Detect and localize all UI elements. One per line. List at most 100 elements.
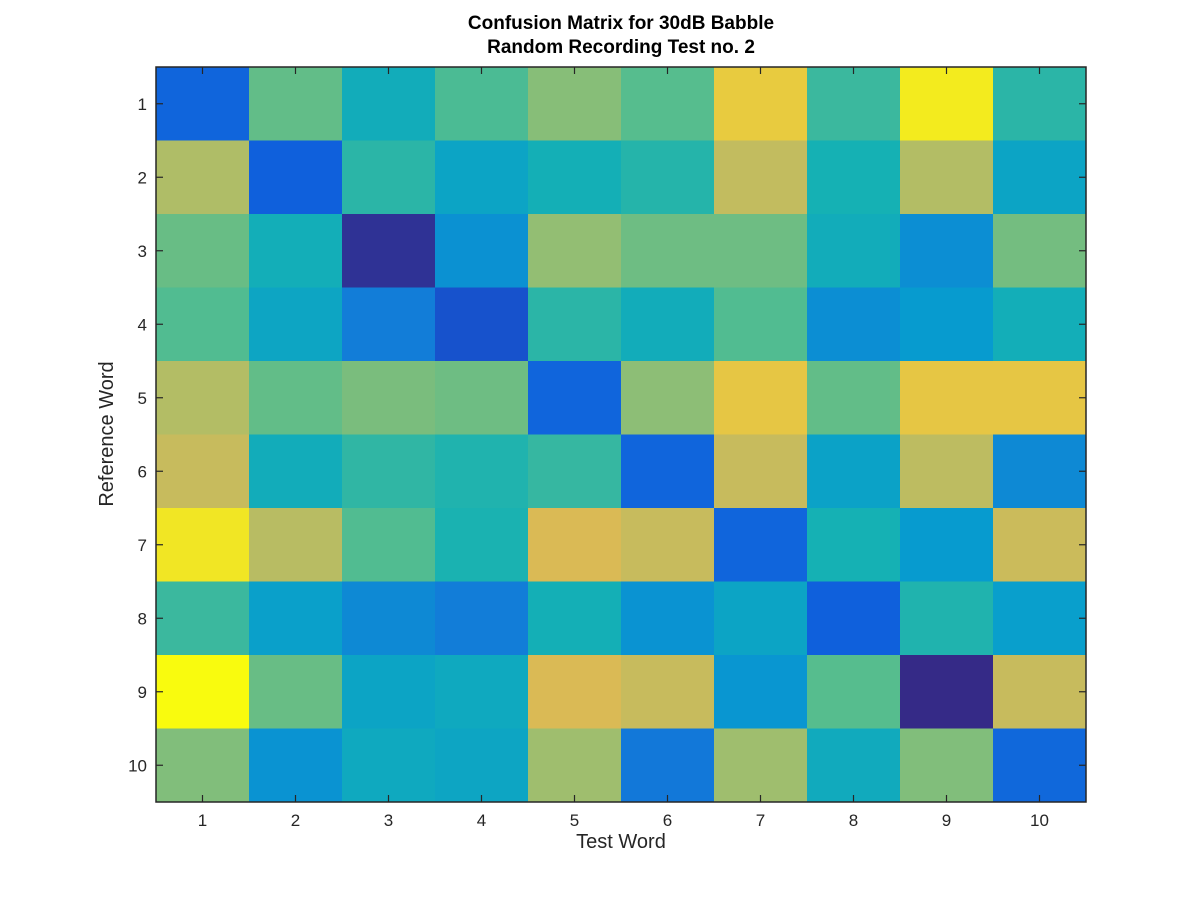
heatmap-cell-r10-c7	[714, 728, 808, 803]
heatmap-cell-r6-c1	[156, 434, 250, 509]
heatmap-cell-r7-c8	[807, 508, 901, 582]
heatmap-cell-r3-c9	[900, 214, 994, 288]
x-tick-label-6: 6	[663, 811, 672, 830]
heatmap-cell-r1-c2	[249, 67, 343, 141]
heatmap-cell-r5-c10	[993, 361, 1087, 435]
heatmap-cell-r8-c2	[249, 581, 343, 656]
heatmap-cell-r3-c10	[993, 214, 1087, 288]
y-tick-label-9: 9	[138, 683, 147, 702]
heatmap-cell-r10-c10	[993, 728, 1087, 803]
heatmap-cell-r5-c1	[156, 361, 250, 435]
y-tick-label-7: 7	[138, 536, 147, 555]
y-tick-label-5: 5	[138, 389, 147, 408]
heatmap-cell-r4-c6	[621, 287, 715, 362]
heatmap-cell-r5-c7	[714, 361, 808, 435]
heatmap-cell-r6-c3	[342, 434, 436, 509]
heatmap-cell-r8-c1	[156, 581, 250, 656]
x-tick-label-9: 9	[942, 811, 951, 830]
heatmap-cell-r2-c6	[621, 140, 715, 215]
heatmap-cell-r9-c6	[621, 655, 715, 729]
y-tick-label-2: 2	[138, 168, 147, 187]
heatmap-cell-r8-c10	[993, 581, 1087, 656]
heatmap-cell-r3-c1	[156, 214, 250, 288]
x-axis-label: Test Word	[576, 831, 666, 853]
heatmap-cell-r3-c6	[621, 214, 715, 288]
x-tick-label-1: 1	[198, 811, 207, 830]
heatmap-cell-r7-c6	[621, 508, 715, 582]
heatmap-cell-r4-c9	[900, 287, 994, 362]
heatmap-cell-r9-c2	[249, 655, 343, 729]
heatmap-cell-r7-c5	[528, 508, 622, 582]
heatmap-cell-r1-c1	[156, 67, 250, 141]
heatmap-cell-r7-c2	[249, 508, 343, 582]
heatmap-cell-r7-c3	[342, 508, 436, 582]
heatmap-cell-r9-c5	[528, 655, 622, 729]
heatmap-cell-r4-c4	[435, 287, 529, 362]
heatmap-cell-r2-c5	[528, 140, 622, 215]
heatmap-cells	[156, 67, 1087, 803]
heatmap-cell-r1-c7	[714, 67, 808, 141]
heatmap-cell-r10-c9	[900, 728, 994, 803]
heatmap-cell-r2-c9	[900, 140, 994, 215]
heatmap-cell-r1-c10	[993, 67, 1087, 141]
chart-title-line-1: Confusion Matrix for 30dB Babble	[468, 13, 774, 34]
heatmap-cell-r6-c7	[714, 434, 808, 509]
y-tick-label-1: 1	[138, 95, 147, 114]
heatmap-cell-r3-c8	[807, 214, 901, 288]
heatmap-cell-r10-c8	[807, 728, 901, 803]
y-tick-labels: 1 2 3 4 5 6 7 8 9 10	[128, 95, 147, 776]
heatmap-cell-r1-c8	[807, 67, 901, 141]
heatmap-cell-r7-c7	[714, 508, 808, 582]
heatmap-cell-r8-c6	[621, 581, 715, 656]
heatmap-cell-r9-c8	[807, 655, 901, 729]
heatmap-cell-r1-c5	[528, 67, 622, 141]
heatmap-cell-r6-c2	[249, 434, 343, 509]
heatmap-cell-r1-c3	[342, 67, 436, 141]
y-tick-label-3: 3	[138, 242, 147, 261]
chart-title-line-2: Random Recording Test no. 2	[487, 37, 755, 58]
heatmap-cell-r8-c7	[714, 581, 808, 656]
heatmap-cell-r9-c7	[714, 655, 808, 729]
y-axis-label: Reference Word	[96, 361, 118, 506]
heatmap-cell-r6-c6	[621, 434, 715, 509]
heatmap-cell-r9-c1	[156, 655, 250, 729]
heatmap-cell-r7-c1	[156, 508, 250, 582]
x-tick-labels: 1 2 3 4 5 6 7 8 9 10	[198, 811, 1049, 830]
heatmap-cell-r1-c4	[435, 67, 529, 141]
heatmap-cell-r2-c7	[714, 140, 808, 215]
heatmap-cell-r1-c9	[900, 67, 994, 141]
heatmap-cell-r9-c9	[900, 655, 994, 729]
y-tick-label-10: 10	[128, 756, 147, 775]
heatmap-cell-r7-c10	[993, 508, 1087, 582]
axes-frame	[155, 66, 1087, 803]
heatmap-cell-r6-c4	[435, 434, 529, 509]
heatmap-cell-r8-c3	[342, 581, 436, 656]
heatmap-cell-r6-c8	[807, 434, 901, 509]
heatmap-cell-r4-c3	[342, 287, 436, 362]
axis-ticks	[156, 67, 1086, 802]
heatmap-cell-r5-c4	[435, 361, 529, 435]
heatmap-cell-r3-c4	[435, 214, 529, 288]
heatmap-cell-r5-c3	[342, 361, 436, 435]
heatmap-cell-r8-c5	[528, 581, 622, 656]
heatmap-cell-r4-c8	[807, 287, 901, 362]
heatmap-cell-r2-c3	[342, 140, 436, 215]
heatmap-cell-r3-c3	[342, 214, 436, 288]
y-tick-label-8: 8	[138, 609, 147, 628]
heatmap-cell-r5-c8	[807, 361, 901, 435]
heatmap-cell-r9-c4	[435, 655, 529, 729]
x-tick-label-3: 3	[384, 811, 393, 830]
heatmap-cell-r10-c2	[249, 728, 343, 803]
heatmap-cell-r9-c10	[993, 655, 1087, 729]
heatmap-cell-r8-c8	[807, 581, 901, 656]
heatmap-cell-r10-c1	[156, 728, 250, 803]
heatmap-cell-r2-c8	[807, 140, 901, 215]
heatmap-cell-r5-c9	[900, 361, 994, 435]
heatmap-cell-r5-c6	[621, 361, 715, 435]
heatmap-cell-r4-c5	[528, 287, 622, 362]
heatmap-cell-r5-c2	[249, 361, 343, 435]
heatmap-cell-r3-c7	[714, 214, 808, 288]
heatmap-cell-r2-c1	[156, 140, 250, 215]
heatmap-cell-r6-c10	[993, 434, 1087, 509]
